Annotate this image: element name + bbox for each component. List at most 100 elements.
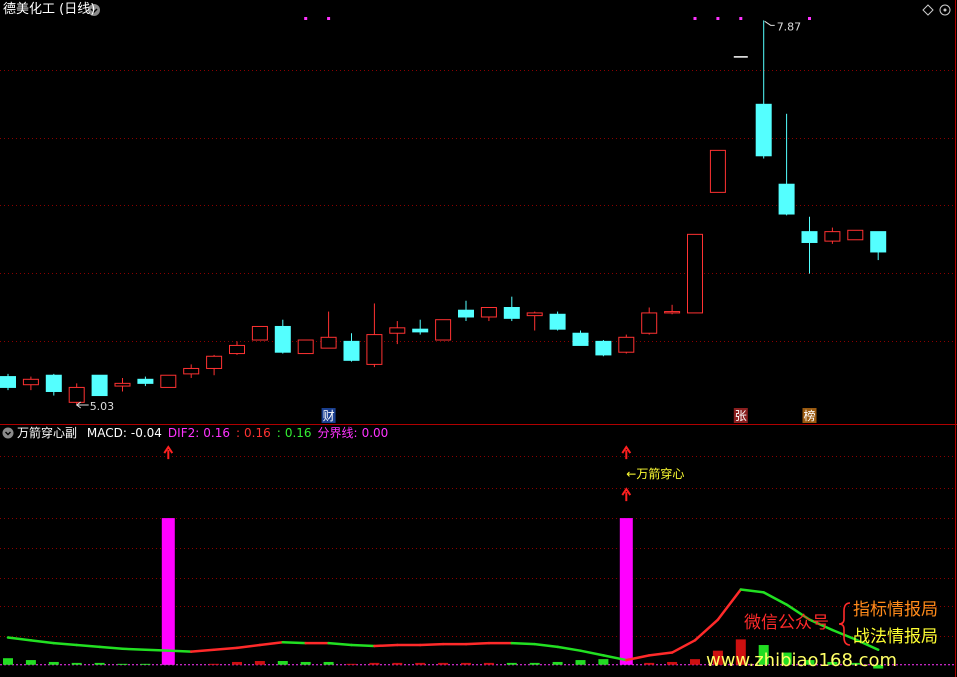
watermark-label: 微信公众号 — [744, 613, 829, 633]
dif2-segment — [693, 618, 720, 642]
legend-value: 0.16 — [203, 426, 230, 440]
candle-body — [709, 149, 726, 193]
legend-value: 0.00 — [361, 426, 389, 440]
histogram-bar — [300, 661, 311, 665]
legend-item: 分界线: 0.00 — [318, 426, 389, 440]
histogram-bar — [483, 662, 494, 665]
histogram-bar — [254, 661, 265, 665]
candle-body — [549, 313, 566, 330]
diamond-icon[interactable] — [922, 4, 934, 16]
signal-arrow — [163, 445, 174, 460]
dif2-segment — [625, 654, 651, 662]
candle-body — [870, 231, 887, 253]
candle-body — [778, 183, 795, 215]
signal-arrow — [621, 445, 632, 460]
dif2-segment — [647, 651, 674, 657]
dif2-segment — [52, 641, 78, 647]
dif2-segment — [464, 641, 491, 646]
candle-body — [0, 376, 16, 388]
candle-body — [274, 325, 291, 353]
histogram-bar — [25, 660, 36, 665]
candle-body — [824, 231, 841, 242]
chart-header: 德美化工 (日线) — [3, 2, 95, 18]
histogram-bar — [529, 662, 540, 665]
histogram-bar — [598, 659, 609, 665]
badge-bg — [802, 408, 817, 423]
legend-value: 0.16 — [244, 426, 271, 440]
badge-bg — [733, 408, 748, 423]
dif2-segment — [854, 638, 880, 651]
candle-body — [206, 355, 223, 369]
stock-title: 德美化工 (日线) — [3, 2, 96, 17]
dif2-segment — [533, 642, 559, 649]
legend-label: 分界线: — [317, 426, 358, 440]
candle-body — [526, 312, 543, 317]
settings-icon[interactable] — [939, 4, 951, 16]
histogram-bar — [415, 662, 426, 665]
dif2-segment — [212, 646, 239, 651]
candle-body — [22, 378, 39, 386]
histogram-bar — [712, 650, 723, 665]
dif2-segment — [189, 648, 216, 653]
watermark-line2: 战法情报局 — [853, 627, 938, 647]
candle-body — [641, 312, 658, 334]
candle-body — [297, 339, 314, 355]
legend-label: DIF2: — [167, 426, 200, 440]
histogram-bar — [575, 660, 586, 665]
histogram-bar — [209, 663, 220, 665]
dif2-segment — [602, 654, 628, 662]
histogram-bar — [94, 662, 105, 665]
watermark-url: www.zhibiao168.com — [706, 650, 898, 671]
legend-value: -0.04 — [130, 426, 162, 440]
legend-item: MACD: -0.04 — [87, 426, 162, 440]
histogram-bar — [392, 662, 403, 665]
badge-text: 财 — [323, 409, 335, 423]
candle-body — [251, 325, 268, 341]
candle-body — [801, 231, 818, 243]
histogram-bar — [346, 663, 357, 665]
candle-body — [343, 340, 360, 361]
badge-text: 榜 — [803, 408, 815, 423]
histogram-bar — [277, 661, 288, 665]
signal-dot — [304, 17, 308, 20]
histogram-bar — [827, 661, 838, 665]
dif2-segment — [510, 641, 536, 646]
histogram-bar — [323, 661, 334, 665]
legend-label: MACD: — [86, 426, 127, 440]
histogram-bar — [644, 662, 655, 665]
indicator-dropdown-icon[interactable] — [2, 427, 14, 439]
legend-label: : — [236, 426, 241, 440]
candle-body — [320, 336, 337, 349]
histogram-bar — [3, 658, 13, 665]
signal-dot — [327, 17, 331, 20]
dropdown-icon[interactable] — [88, 4, 100, 16]
candle-body — [137, 378, 154, 384]
histogram-bar — [690, 659, 700, 665]
dif2-segment — [418, 642, 445, 647]
candle-body — [114, 382, 131, 387]
histogram-bar — [804, 660, 815, 665]
histogram-bar — [71, 662, 82, 665]
dif2-segment — [785, 603, 811, 621]
candle-body — [687, 233, 703, 314]
dif2-segment — [6, 636, 33, 642]
histogram-bar — [117, 663, 128, 665]
candle-body — [229, 344, 245, 355]
dif2-segment — [258, 640, 285, 647]
watermark-line1: 指标情报局 — [853, 600, 938, 620]
dif2-segment — [739, 588, 765, 594]
candle-body — [595, 340, 612, 356]
dif2-segment — [327, 641, 353, 647]
grid — [0, 70, 955, 637]
histogram-bar — [461, 662, 471, 665]
low-pointer — [75, 401, 89, 409]
candle-body — [572, 332, 589, 346]
histogram-bar — [48, 661, 59, 665]
signal-bar — [619, 518, 633, 665]
histogram-bar — [369, 662, 380, 665]
signal-bar — [161, 518, 175, 665]
histogram-bar — [758, 645, 769, 665]
indicator-dropdown-chevron — [5, 431, 11, 436]
candle-body — [618, 336, 635, 353]
signal-dot — [716, 17, 720, 20]
